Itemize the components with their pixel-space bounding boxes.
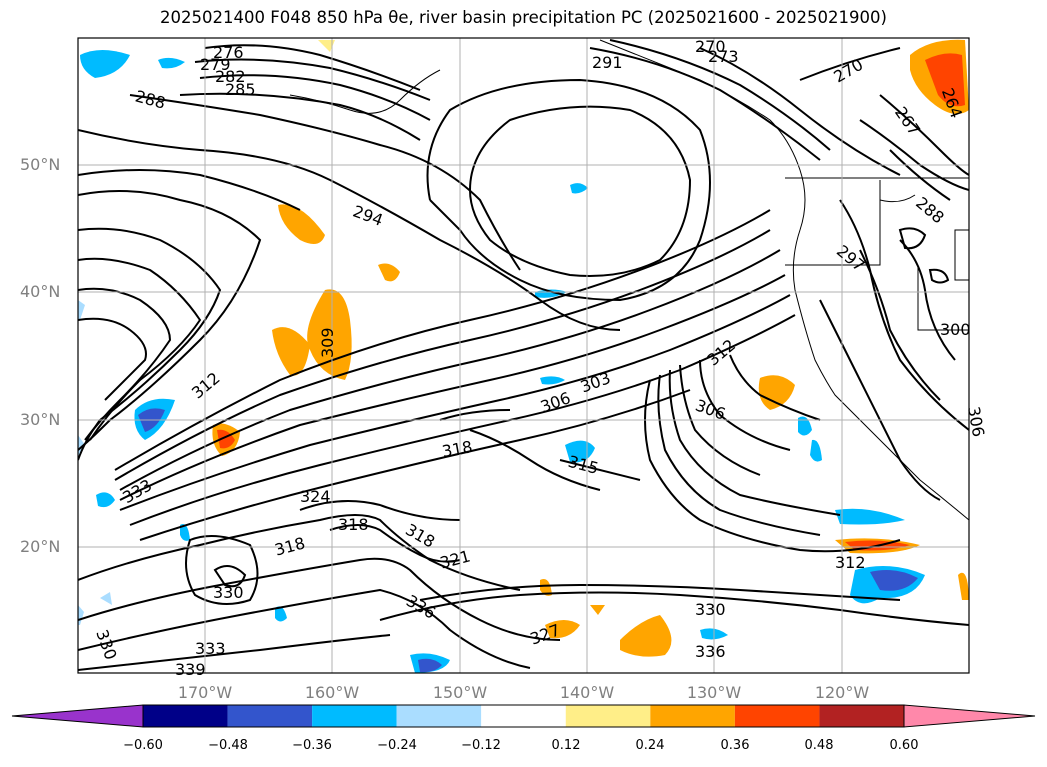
contour-label: 309 [318,327,337,358]
colorbar-cell [312,705,397,727]
colorbar-cell [227,705,313,727]
colorbar-tick-label: −0.12 [461,738,501,753]
contour-label: 330 [695,600,726,619]
lat-label-20n: 20°N [20,537,61,556]
lon-label-130w: 130°W [686,683,742,702]
contour-label: 282 [215,67,246,86]
map-area [78,38,969,673]
map-frame [77,37,970,674]
lon-label-170w: 170°W [177,683,233,702]
colorbar-tick-label: 0.60 [889,738,919,753]
colorbar-tick-label: −0.36 [292,738,332,753]
contour-label: 324 [300,487,331,506]
colorbar-cell [396,705,482,727]
lon-label-120w: 120°W [814,683,870,702]
lon-label-160w: 160°W [304,683,360,702]
contour-label: 318 [338,515,369,534]
contour-label: 333 [195,639,226,658]
contour-label: 273 [708,47,739,66]
graticule [78,38,969,673]
colorbar-cell [565,705,651,727]
contour-label: 285 [225,80,256,99]
colorbar-tick-label: 0.12 [551,738,581,753]
colorbar-cell [481,705,566,727]
lat-label-40n: 40°N [20,282,61,301]
contour-label: 291 [592,53,623,72]
contour-label: 279 [200,55,231,74]
map-title: 2025021400 F048 850 hPa θe, river basin … [160,8,887,27]
lon-label-140w: 140°W [559,683,615,702]
colorbar-cell [143,705,228,727]
colorbar-cell [650,705,735,727]
coastlines [289,39,969,521]
contour-label: 330 [213,583,244,602]
lon-label-150w: 150°W [432,683,488,702]
colorbar-tick-label: −0.60 [123,738,163,753]
colorbar-tick-label: 0.24 [635,738,665,753]
colorbar-cell [819,705,904,727]
colorbar [11,704,1036,728]
contour-label: 339 [175,660,206,679]
colorbar-tick-label: 0.36 [720,738,750,753]
contour-label: 300 [940,320,971,339]
contour-label: 312 [835,553,866,572]
contour-label: 270 [695,37,726,56]
colorbar-extend-high [903,704,1036,728]
colorbar-frame [142,704,905,728]
lat-label-50n: 50°N [20,155,61,174]
colorbar-extend-low [11,704,144,728]
contour-label: 336 [695,642,726,661]
colorbar-tick-label: −0.24 [377,738,417,753]
colorbar-tick-label: −0.48 [208,738,248,753]
contour-label: 276 [213,43,244,62]
colorbar-tick-label: 0.48 [804,738,834,753]
colorbar-cell [734,705,820,727]
lat-label-30n: 30°N [20,410,61,429]
